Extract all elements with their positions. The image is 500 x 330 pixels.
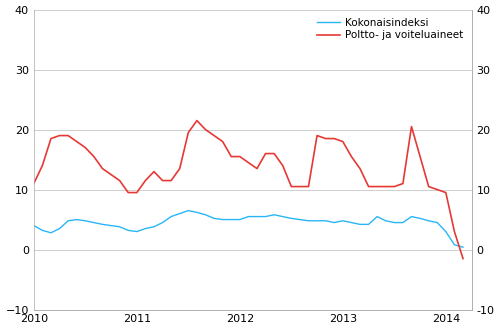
Legend: Kokonaisindeksi, Poltto- ja voiteluaineet: Kokonaisindeksi, Poltto- ja voiteluainee…: [314, 15, 466, 44]
Poltto- ja voiteluaineet: [31, 182, 37, 185]
Line: Kokonaisindeksi: Kokonaisindeksi: [34, 211, 463, 247]
Kokonaisindeksi: [348, 220, 354, 224]
Poltto- ja voiteluaineet: [348, 154, 354, 158]
Poltto- ja voiteluaineet: [452, 230, 458, 234]
Kokonaisindeksi: [322, 219, 328, 223]
Kokonaisindeksi: [125, 228, 131, 232]
Poltto- ja voiteluaineet: [194, 118, 200, 122]
Poltto- ja voiteluaineet: [460, 257, 466, 261]
Kokonaisindeksi: [186, 209, 192, 213]
Line: Poltto- ja voiteluaineet: Poltto- ja voiteluaineet: [34, 120, 463, 259]
Kokonaisindeksi: [160, 220, 166, 224]
Kokonaisindeksi: [31, 224, 37, 228]
Poltto- ja voiteluaineet: [125, 191, 131, 195]
Kokonaisindeksi: [452, 243, 458, 247]
Kokonaisindeksi: [168, 214, 174, 218]
Poltto- ja voiteluaineet: [168, 179, 174, 182]
Poltto- ja voiteluaineet: [322, 137, 328, 141]
Kokonaisindeksi: [460, 245, 466, 249]
Poltto- ja voiteluaineet: [160, 179, 166, 182]
